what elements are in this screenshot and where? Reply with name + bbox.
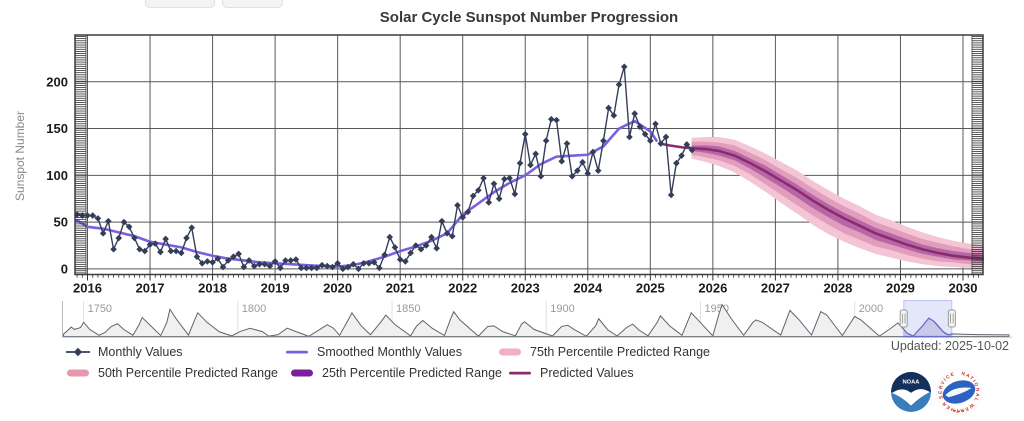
legend-marker: [291, 369, 313, 377]
y-axis-label: 50: [54, 215, 68, 230]
legend-item-2[interactable]: 75th Percentile Predicted Range: [498, 344, 710, 360]
y-axis-title: Sunspot Number: [13, 111, 27, 201]
x-axis-label: 2016: [73, 281, 102, 296]
data-series: [75, 63, 984, 273]
x-axis-label: 2019: [261, 281, 290, 296]
x-axis-label: 2025: [636, 281, 665, 296]
plot-border: [74, 34, 984, 276]
legend-marker: [286, 350, 308, 354]
navigator-label: 1750: [88, 303, 112, 315]
monthly-values-markers: [75, 63, 696, 273]
legend-item-1[interactable]: Smoothed Monthly Values: [285, 344, 462, 360]
y-axis-label: 0: [61, 261, 68, 276]
x-axis-label: 2028: [823, 281, 852, 296]
navigator-label: 2000: [859, 303, 883, 315]
monthly-values-line: [76, 66, 693, 270]
navigator: 1750 1800 1850 1900 1950 2000: [62, 300, 1012, 338]
legend-marker: [66, 347, 90, 357]
x-axis-label: 2017: [136, 281, 165, 296]
navigator-label: 1800: [242, 303, 266, 315]
legend-item-label: Smoothed Monthly Values: [317, 345, 462, 359]
navigator-handle-left[interactable]: [899, 309, 908, 328]
legend-item-4[interactable]: 25th Percentile Predicted Range: [290, 365, 502, 381]
y-axis-label: 100: [46, 168, 68, 183]
svg-text:NOAA: NOAA: [903, 380, 921, 386]
navigator-selection[interactable]: [903, 300, 953, 338]
legend-item-3[interactable]: 50th Percentile Predicted Range: [66, 365, 278, 381]
x-axis-label: 2027: [761, 281, 790, 296]
legend-item-label: Predicted Values: [540, 366, 634, 380]
x-axis-label: 2023: [511, 281, 540, 296]
x-axis-label: 2021: [386, 281, 415, 296]
navigator-handle-right[interactable]: [947, 309, 956, 328]
legend-item-label: 50th Percentile Predicted Range: [98, 366, 278, 380]
legend-item-label: 25th Percentile Predicted Range: [322, 366, 502, 380]
navigator-series: [63, 303, 1010, 337]
x-axis-label: 2024: [573, 281, 603, 296]
axes: [74, 34, 984, 281]
legend-item-0[interactable]: Monthly Values: [66, 344, 183, 360]
nws-logo: NATIONAL WEATHER SERVICE: [936, 369, 982, 415]
x-axis-label: 2029: [886, 281, 915, 296]
y-axis-label: 150: [46, 121, 68, 136]
navigator-label: 1900: [550, 303, 574, 315]
legend-item-5[interactable]: Predicted Values: [508, 365, 634, 381]
legend-marker: [509, 371, 531, 375]
x-axis-label: 2030: [949, 281, 978, 296]
legend-item-label: 75th Percentile Predicted Range: [530, 345, 710, 359]
axis-labels: 0 50 100 150 200 2016 2017 2018 2019 2020 2021 2022…: [46, 74, 977, 295]
predicted-values-line: [658, 142, 984, 260]
toolbar-button-1[interactable]: [145, 0, 215, 8]
y-axis-label: 200: [46, 74, 68, 89]
x-axis-label: 2026: [698, 281, 727, 296]
chart-title: Solar Cycle Sunspot Number Progression: [379, 9, 679, 26]
x-axis-label: 2022: [448, 281, 477, 296]
legend-marker: [499, 348, 521, 356]
toolbar-button-2[interactable]: [222, 0, 283, 8]
legend-item-label: Monthly Values: [98, 345, 183, 359]
x-axis-label: 2020: [323, 281, 352, 296]
band-25th: [691, 145, 984, 262]
x-axis-label: 2018: [198, 281, 227, 296]
navigator-label: 1850: [396, 303, 420, 315]
legend-marker: [67, 369, 89, 377]
updated-label: Updated: 2025-10-02: [890, 339, 1009, 353]
noaa-logo: NOAA: [891, 372, 931, 412]
